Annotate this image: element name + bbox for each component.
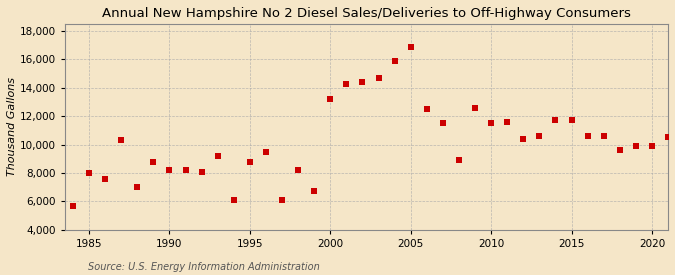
Point — [421, 107, 432, 111]
Point — [647, 144, 657, 148]
Point — [614, 148, 625, 152]
Point — [437, 121, 448, 125]
Point — [68, 204, 78, 208]
Point — [357, 80, 368, 84]
Point — [196, 169, 207, 174]
Point — [630, 144, 641, 148]
Point — [100, 177, 111, 181]
Point — [261, 150, 271, 154]
Title: Annual New Hampshire No 2 Diesel Sales/Deliveries to Off-Highway Consumers: Annual New Hampshire No 2 Diesel Sales/D… — [102, 7, 631, 20]
Point — [486, 121, 497, 125]
Point — [598, 134, 609, 138]
Point — [293, 168, 304, 172]
Text: Source: U.S. Energy Information Administration: Source: U.S. Energy Information Administ… — [88, 262, 319, 272]
Point — [325, 97, 335, 101]
Point — [164, 168, 175, 172]
Point — [470, 106, 481, 110]
Point — [550, 118, 561, 123]
Point — [84, 171, 95, 175]
Y-axis label: Thousand Gallons: Thousand Gallons — [7, 77, 17, 176]
Point — [454, 158, 464, 163]
Point — [534, 134, 545, 138]
Point — [583, 134, 593, 138]
Point — [228, 198, 239, 202]
Point — [148, 160, 159, 164]
Point — [663, 135, 674, 140]
Point — [405, 44, 416, 49]
Point — [212, 154, 223, 158]
Point — [518, 137, 529, 141]
Point — [308, 189, 319, 194]
Point — [277, 198, 288, 202]
Point — [389, 59, 400, 63]
Point — [373, 76, 384, 80]
Point — [132, 185, 142, 189]
Point — [116, 138, 127, 142]
Point — [502, 120, 512, 124]
Point — [341, 81, 352, 86]
Point — [244, 160, 255, 164]
Point — [566, 118, 577, 123]
Point — [180, 168, 191, 172]
